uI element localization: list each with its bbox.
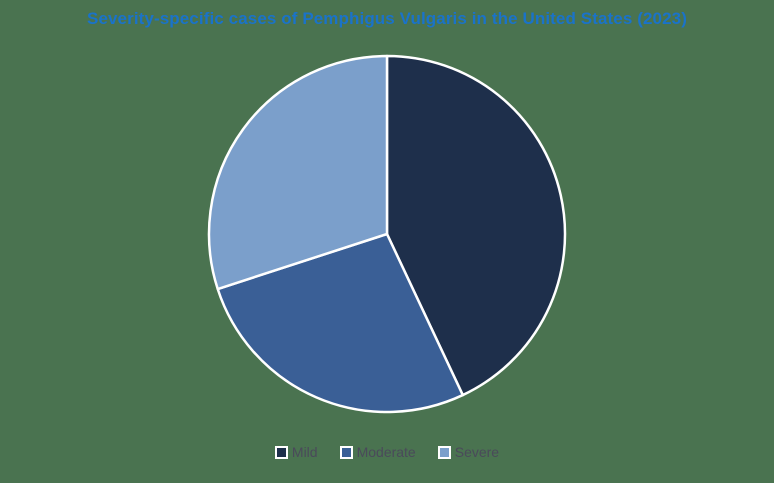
legend: Mild Moderate Severe bbox=[0, 444, 774, 460]
chart-title: Severity-specific cases of Pemphigus Vul… bbox=[87, 9, 687, 28]
legend-swatch-severe bbox=[437, 445, 451, 459]
legend-label-mild: Mild bbox=[291, 444, 318, 460]
legend-swatch-mild bbox=[274, 445, 288, 459]
legend-item-moderate[interactable]: Moderate bbox=[339, 444, 416, 460]
pie-slices bbox=[207, 54, 567, 414]
pie-slice-moderate[interactable] bbox=[216, 232, 465, 414]
pie-slice-mild[interactable] bbox=[385, 54, 567, 397]
legend-swatch-moderate bbox=[339, 445, 353, 459]
pie-slice-severe[interactable] bbox=[207, 54, 389, 291]
legend-label-moderate: Moderate bbox=[356, 444, 416, 460]
legend-label-severe: Severe bbox=[454, 444, 500, 460]
legend-item-mild[interactable]: Mild bbox=[274, 444, 318, 460]
legend-item-severe[interactable]: Severe bbox=[437, 444, 500, 460]
pie-chart bbox=[207, 54, 567, 414]
